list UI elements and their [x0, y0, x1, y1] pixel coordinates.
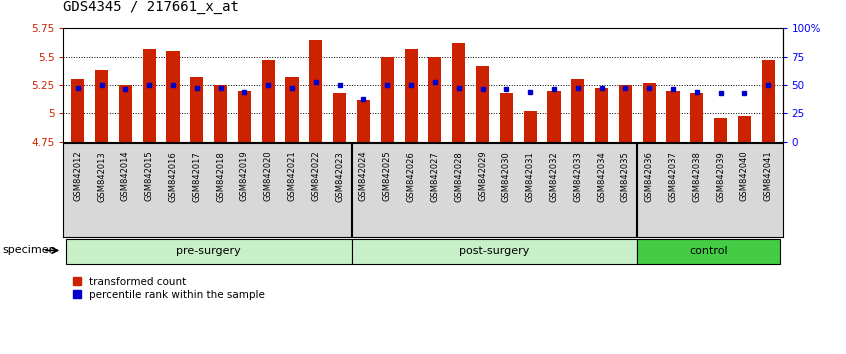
Bar — [404, 49, 418, 142]
Bar — [452, 43, 465, 142]
Bar — [595, 88, 608, 142]
Text: GSM842019: GSM842019 — [240, 151, 249, 201]
Bar — [381, 57, 394, 142]
Bar — [214, 85, 228, 142]
Text: GSM842018: GSM842018 — [216, 151, 225, 202]
Text: specimen: specimen — [3, 245, 57, 256]
Bar — [71, 79, 85, 142]
Text: GSM842034: GSM842034 — [597, 151, 606, 202]
Text: GSM842021: GSM842021 — [288, 151, 297, 201]
Bar — [690, 93, 703, 142]
Bar — [95, 70, 108, 142]
Bar — [524, 111, 536, 142]
Text: GSM842035: GSM842035 — [621, 151, 630, 202]
Text: GSM842037: GSM842037 — [668, 151, 678, 202]
Bar — [357, 100, 370, 142]
Bar — [476, 66, 489, 142]
Bar — [167, 51, 179, 142]
Text: GSM842031: GSM842031 — [525, 151, 535, 202]
Bar — [190, 77, 203, 142]
Text: GSM842024: GSM842024 — [359, 151, 368, 201]
Bar — [66, 239, 352, 264]
Text: GSM842041: GSM842041 — [764, 151, 772, 201]
Bar — [143, 49, 156, 142]
Bar — [118, 85, 132, 142]
Text: GSM842040: GSM842040 — [740, 151, 749, 201]
Bar — [333, 93, 346, 142]
Bar — [618, 85, 632, 142]
Text: GSM842020: GSM842020 — [264, 151, 272, 201]
Bar — [571, 79, 585, 142]
Text: GSM842015: GSM842015 — [145, 151, 154, 201]
Bar — [238, 91, 251, 142]
Text: post-surgery: post-surgery — [459, 246, 530, 256]
Bar — [500, 93, 513, 142]
Bar — [738, 115, 751, 142]
Bar — [285, 77, 299, 142]
Bar — [547, 91, 561, 142]
Text: GSM842038: GSM842038 — [692, 151, 701, 202]
Text: GSM842026: GSM842026 — [407, 151, 415, 202]
Bar — [261, 60, 275, 142]
Bar — [352, 239, 637, 264]
Text: GSM842028: GSM842028 — [454, 151, 464, 202]
Text: GSM842013: GSM842013 — [97, 151, 106, 202]
Text: GSM842033: GSM842033 — [574, 151, 582, 202]
Bar — [637, 239, 780, 264]
Text: GSM842039: GSM842039 — [717, 151, 725, 202]
Text: GSM842027: GSM842027 — [431, 151, 439, 202]
Bar — [428, 57, 442, 142]
Text: GSM842022: GSM842022 — [311, 151, 321, 201]
Bar — [714, 118, 728, 142]
Text: GSM842036: GSM842036 — [645, 151, 654, 202]
Text: GDS4345 / 217661_x_at: GDS4345 / 217661_x_at — [63, 0, 239, 14]
Text: GSM842025: GSM842025 — [382, 151, 392, 201]
Text: GSM842032: GSM842032 — [549, 151, 558, 202]
Bar — [310, 40, 322, 142]
Text: GSM842030: GSM842030 — [502, 151, 511, 202]
Text: GSM842012: GSM842012 — [74, 151, 82, 201]
Text: GSM842014: GSM842014 — [121, 151, 129, 201]
Text: control: control — [689, 246, 728, 256]
Text: GSM842017: GSM842017 — [192, 151, 201, 202]
Bar — [761, 60, 775, 142]
Bar — [643, 83, 656, 142]
Bar — [667, 91, 679, 142]
Text: GSM842029: GSM842029 — [478, 151, 487, 201]
Legend: transformed count, percentile rank within the sample: transformed count, percentile rank withi… — [69, 273, 270, 304]
Text: GSM842016: GSM842016 — [168, 151, 178, 202]
Text: pre-surgery: pre-surgery — [176, 246, 241, 256]
Text: GSM842023: GSM842023 — [335, 151, 344, 202]
